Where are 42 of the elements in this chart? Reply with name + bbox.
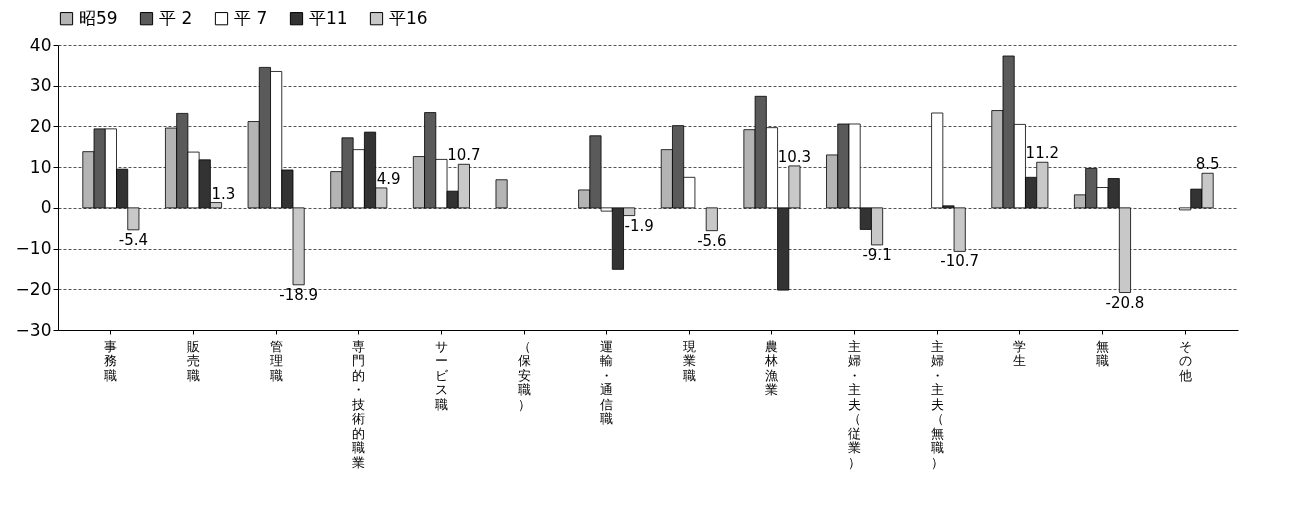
x-tick-label: 学生 xyxy=(1013,338,1027,368)
y-tick-label: 20 xyxy=(29,115,52,136)
data-label: 8.5 xyxy=(1195,155,1220,174)
y-tick-label: −10 xyxy=(15,238,52,259)
category-label: 主婦・主夫（無職） xyxy=(930,338,944,470)
data-label: -10.7 xyxy=(940,252,980,271)
x-tick-label: サービス職 xyxy=(434,338,449,412)
legend-label: 昭59 xyxy=(79,7,118,28)
y-tick-label: 30 xyxy=(29,75,52,96)
y-tick-label: 0 xyxy=(40,197,52,218)
x-tick-label: 農林漁業 xyxy=(764,338,779,397)
data-label: 10.3 xyxy=(777,147,812,166)
y-tick-label: 10 xyxy=(29,156,52,177)
data-label: -18.9 xyxy=(279,285,319,304)
y-tick-label: −30 xyxy=(15,319,52,340)
y-tick-label: 40 xyxy=(29,34,52,55)
x-tick-label: 運輸・通信職 xyxy=(600,338,614,426)
bar xyxy=(705,207,718,232)
data-label: 4.9 xyxy=(376,169,401,188)
data-label: -9.1 xyxy=(862,245,892,264)
x-tick-label: 販売職 xyxy=(187,338,201,383)
category-label: 主婦・主夫（従業） xyxy=(848,338,862,470)
x-tick-label: 無職 xyxy=(1095,338,1109,368)
data-label: 10.7 xyxy=(447,146,481,165)
bar xyxy=(495,179,508,209)
x-tick-label: 管理職 xyxy=(269,338,283,383)
legend-label: 平11 xyxy=(309,7,348,28)
legend-label: 平 2 xyxy=(159,7,193,28)
legend-label: 平16 xyxy=(389,7,428,28)
x-tick-label: 現業職 xyxy=(682,338,696,383)
data-label: -1.9 xyxy=(624,216,654,235)
data-label: -20.8 xyxy=(1105,293,1145,312)
x-tick-label: その他 xyxy=(1178,338,1192,383)
x-tick-label: 事務職 xyxy=(104,338,118,383)
category-label: 専門的・技術的職業 xyxy=(352,338,366,470)
x-tick-label: （保安職） xyxy=(517,338,531,412)
legend-label: 平 7 xyxy=(234,7,268,28)
data-label: 1.3 xyxy=(211,184,236,203)
y-tick-label: −20 xyxy=(15,278,52,299)
data-label: -5.4 xyxy=(118,230,148,249)
data-label: -5.6 xyxy=(697,231,727,250)
data-label: 11.2 xyxy=(1025,144,1060,163)
